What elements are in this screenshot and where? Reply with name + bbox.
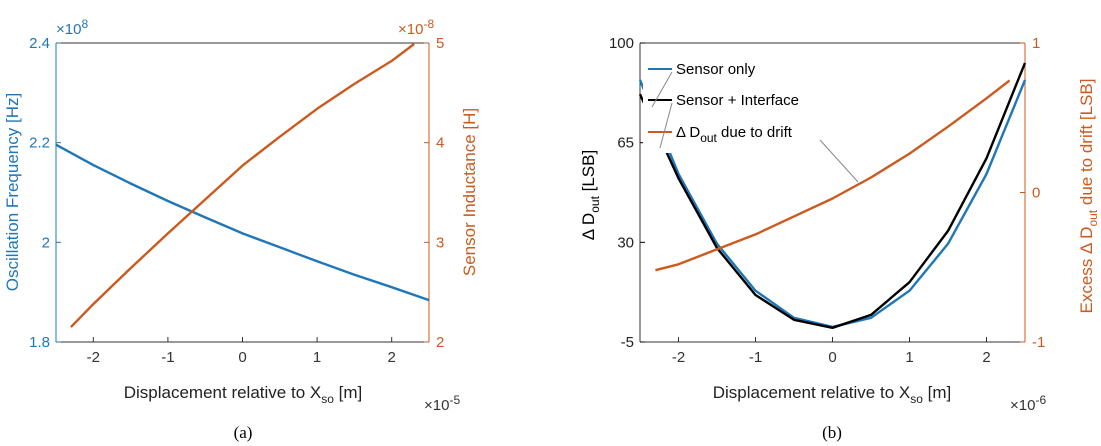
pointer-sensor-interface xyxy=(659,102,673,149)
panel-b-legend: Sensor only Sensor + Interface Δ Dout du… xyxy=(643,55,821,153)
panel-b-series-2-line xyxy=(655,79,1011,272)
pointer-drift xyxy=(819,139,859,183)
panel-b-left-tick-label: 100 xyxy=(609,35,634,52)
panel-b-right-axis-label: Excess Δ Dout due to drift [LSB] xyxy=(1077,79,1100,314)
panel-a-right-tick-label: 4 xyxy=(436,135,444,152)
panel-a-x-tick-label: 2 xyxy=(388,349,396,366)
legend-box xyxy=(643,55,821,153)
panel-b-x-axis-label: Displacement relative to Xso [m] xyxy=(713,383,952,406)
panel-a-x-axis-label: Displacement relative to Xso [m] xyxy=(124,383,363,406)
pointer-sensor-only xyxy=(651,71,673,108)
panel-a-x-tick-label: -2 xyxy=(87,349,100,366)
panel-a-series-1-line xyxy=(70,43,415,328)
panel-b-left-tick-label: 65 xyxy=(617,135,634,152)
panel-a-plot-area xyxy=(56,43,429,342)
panel-a: -2 -1 0 1 2 1.8 2 2.2 2.4 2 3 4 5 ×108 ×10-8 ×10-5 D… xyxy=(3,17,479,442)
panel-a-left-axis-label: Oscillation Frequency [Hz] xyxy=(3,93,22,291)
panel-b-left-axis-label: Δ Dout [LSB] xyxy=(579,150,602,240)
panel-b-x-tick-label: 0 xyxy=(828,349,836,366)
panel-b-right-tick-label: 1 xyxy=(1032,35,1040,52)
panel-b-right-tick-label: 0 xyxy=(1032,185,1040,202)
panel-a-caption: (a) xyxy=(234,423,253,442)
panel-a-x-multiplier: ×10-5 xyxy=(424,393,460,414)
panel-a-x-tick-label: -1 xyxy=(161,349,174,366)
panel-a-left-tick-label: 2.4 xyxy=(29,35,50,52)
legend-label-sensor-interface: Sensor + Interface xyxy=(676,92,799,109)
panel-a-x-tick-label: 0 xyxy=(238,349,246,366)
panel-b-right-tick-label: -1 xyxy=(1032,334,1045,351)
panel-b-x-tick-label: -1 xyxy=(749,349,762,366)
panel-a-left-tick-label: 1.8 xyxy=(29,334,50,351)
panel-b-left-tick-label: 30 xyxy=(617,234,634,251)
panel-a-right-tick-label: 2 xyxy=(436,334,444,351)
panel-b-x-multiplier: ×10-6 xyxy=(1010,393,1046,414)
panel-a-left-tick-label: 2.2 xyxy=(29,135,50,152)
panel-b-left-tick-label: -5 xyxy=(621,334,634,351)
panel-a-left-tick-label: 2 xyxy=(42,234,50,251)
legend-label-drift: Δ Dout due to drift xyxy=(676,124,793,145)
panel-b-x-tick-label: 2 xyxy=(982,349,990,366)
panel-b-x-tick-label: -2 xyxy=(672,349,685,366)
panel-a-series-0-line xyxy=(55,143,430,302)
panel-a-x-tick-label: 1 xyxy=(313,349,321,366)
panel-b: -2 -1 0 1 2 -5 30 65 100 -1 0 1 Sensor only Sensor … xyxy=(579,35,1100,442)
legend-label-sensor-only: Sensor only xyxy=(676,61,756,78)
panel-b-caption: (b) xyxy=(822,423,842,442)
panel-b-x-tick-label: 1 xyxy=(905,349,913,366)
panel-a-right-tick-label: 3 xyxy=(436,234,444,251)
panel-a-right-tick-label: 5 xyxy=(436,35,444,52)
panel-b-series-1-line xyxy=(638,62,1027,329)
panel-a-right-multiplier: ×10-8 xyxy=(398,17,434,38)
panel-a-right-axis-label: Sensor Inductance [H] xyxy=(460,108,479,276)
panel-a-left-multiplier: ×108 xyxy=(56,17,88,38)
